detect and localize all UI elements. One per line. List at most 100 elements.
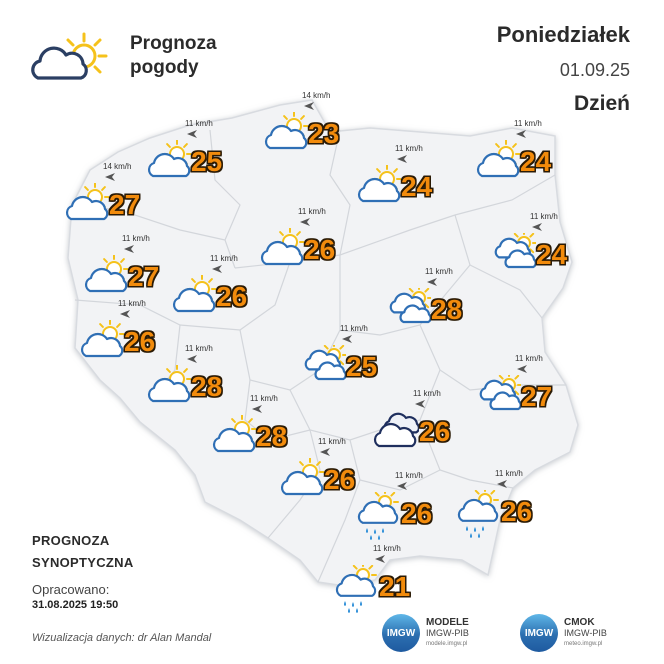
visualization-credit: Wizualizacja danych: dr Alan Mandal bbox=[32, 632, 212, 644]
overcast-icon bbox=[373, 410, 420, 463]
wind-arrow-icon bbox=[185, 354, 199, 366]
wind-speed: 11 km/h bbox=[298, 207, 326, 216]
cloudy-sun-icon bbox=[475, 371, 523, 428]
wind-arrow-icon bbox=[298, 217, 312, 229]
wind-arrow-icon bbox=[373, 554, 387, 566]
wind-label: 11 km/h bbox=[185, 119, 213, 128]
wind-label: 11 km/h bbox=[530, 212, 558, 221]
cmok-logo[interactable]: IMGW CMOK IMGW-PIB meteo.imgw.pl bbox=[520, 614, 607, 652]
temperature-label: 26 bbox=[419, 416, 451, 447]
page-title: Prognoza pogody bbox=[130, 32, 217, 80]
temperature-label: 25 bbox=[191, 146, 223, 177]
rain-sun-icon bbox=[455, 486, 501, 543]
logo-sub: IMGW-PIB bbox=[564, 627, 607, 638]
wind-speed: 11 km/h bbox=[210, 254, 238, 263]
title-line-2: pogody bbox=[130, 57, 199, 78]
wind-label: 11 km/h bbox=[395, 144, 423, 153]
imgw-logo-icon: IMGW bbox=[382, 614, 420, 652]
wind-label: 11 km/h bbox=[340, 324, 368, 333]
wind-speed: 11 km/h bbox=[395, 144, 423, 153]
wind-label: 11 km/h bbox=[210, 254, 238, 263]
wind-arrow-icon bbox=[413, 399, 427, 411]
partly-cloudy-icon bbox=[210, 414, 257, 468]
temperature-label: 23 bbox=[308, 118, 340, 149]
temperature-label: 24 bbox=[520, 146, 552, 177]
wind-label: 11 km/h bbox=[318, 437, 346, 446]
partly-cloudy-icon bbox=[145, 139, 192, 193]
synoptic-line-1: PROGNOZA bbox=[32, 533, 110, 548]
wind-arrow-icon bbox=[395, 154, 409, 166]
imgw-logo-icon: IMGW bbox=[520, 614, 558, 652]
partly-cloudy-icon bbox=[31, 32, 108, 80]
cloudy-sun-icon bbox=[490, 229, 538, 286]
wind-speed: 14 km/h bbox=[103, 162, 132, 171]
wind-speed: 11 km/h bbox=[413, 389, 441, 398]
forecast-date: 01.09.25 bbox=[559, 60, 630, 80]
wind-arrow-icon bbox=[425, 277, 439, 289]
partly-cloudy-icon bbox=[474, 139, 521, 193]
wind-label: 11 km/h bbox=[425, 267, 453, 276]
temperature-label: 27 bbox=[521, 381, 553, 412]
prepared-date: 31.08.2025 19:50 bbox=[32, 599, 119, 611]
wind-speed: 11 km/h bbox=[514, 119, 542, 128]
wind-arrow-icon bbox=[118, 309, 132, 321]
logo-url: meteo.imgw.pl bbox=[564, 640, 603, 647]
wind-arrow-icon bbox=[103, 172, 117, 184]
wind-arrow-icon bbox=[530, 222, 544, 234]
wind-speed: 11 km/h bbox=[185, 344, 213, 353]
temperature-label: 26 bbox=[124, 326, 156, 357]
wind-speed: 11 km/h bbox=[340, 324, 368, 333]
partly-cloudy-icon bbox=[82, 254, 129, 308]
temperature-label: 26 bbox=[304, 234, 336, 265]
wind-arrow-icon bbox=[185, 129, 199, 141]
wind-arrow-icon bbox=[340, 334, 354, 346]
wind-label: 11 km/h bbox=[373, 544, 401, 553]
wind-label: 11 km/h bbox=[495, 469, 523, 478]
partly-cloudy-icon bbox=[63, 182, 110, 236]
partly-cloudy-icon bbox=[355, 164, 402, 218]
rain-sun-icon bbox=[333, 561, 379, 618]
cloudy-sun-icon bbox=[385, 284, 433, 341]
partly-cloudy-icon bbox=[145, 364, 192, 418]
temperature-label: 21 bbox=[379, 571, 411, 602]
partly-cloudy-icon bbox=[262, 111, 309, 165]
partly-cloudy-icon bbox=[258, 227, 305, 281]
temperature-label: 26 bbox=[501, 496, 533, 527]
cloudy-sun-icon bbox=[300, 341, 348, 398]
wind-speed: 11 km/h bbox=[425, 267, 453, 276]
temperature-label: 24 bbox=[536, 239, 568, 270]
wind-label: 11 km/h bbox=[395, 471, 423, 480]
wind-label: 11 km/h bbox=[185, 344, 213, 353]
wind-label: 11 km/h bbox=[250, 394, 278, 403]
modele-logo[interactable]: IMGW MODELE IMGW-PIB modele.imgw.pl bbox=[382, 614, 469, 652]
wind-label: 11 km/h bbox=[515, 354, 543, 363]
wind-label: 14 km/h bbox=[103, 162, 131, 171]
prepared-label: Opracowano: bbox=[32, 582, 110, 597]
wind-arrow-icon bbox=[495, 479, 509, 491]
wind-speed: 14 km/h bbox=[302, 91, 331, 100]
rain-sun-icon bbox=[355, 488, 401, 545]
logo-name: MODELE bbox=[426, 616, 469, 628]
wind-label: 14 km/h bbox=[302, 91, 330, 100]
wind-arrow-icon bbox=[250, 404, 264, 416]
partly-cloudy-icon bbox=[78, 319, 125, 373]
wind-arrow-icon bbox=[515, 364, 529, 376]
synoptic-label: PROGNOZA SYNOPTYCZNA bbox=[32, 530, 134, 574]
wind-speed: 11 km/h bbox=[373, 544, 401, 553]
temperature-label: 28 bbox=[431, 294, 463, 325]
wind-speed: 11 km/h bbox=[495, 469, 523, 478]
logo-url: modele.imgw.pl bbox=[426, 640, 468, 647]
wind-speed: 11 km/h bbox=[395, 471, 423, 480]
forecast-day: Poniedziałek bbox=[496, 22, 630, 47]
temperature-label: 24 bbox=[401, 171, 433, 202]
wind-speed: 11 km/h bbox=[515, 354, 543, 363]
country-outline bbox=[67, 99, 579, 587]
temperature-label: 26 bbox=[401, 498, 433, 529]
title-line-1: Prognoza bbox=[130, 33, 217, 54]
wind-label: 11 km/h bbox=[122, 234, 150, 243]
wind-speed: 11 km/h bbox=[530, 212, 558, 221]
temperature-label: 26 bbox=[324, 464, 356, 495]
temperature-label: 28 bbox=[256, 421, 288, 452]
wind-speed: 11 km/h bbox=[185, 119, 213, 128]
